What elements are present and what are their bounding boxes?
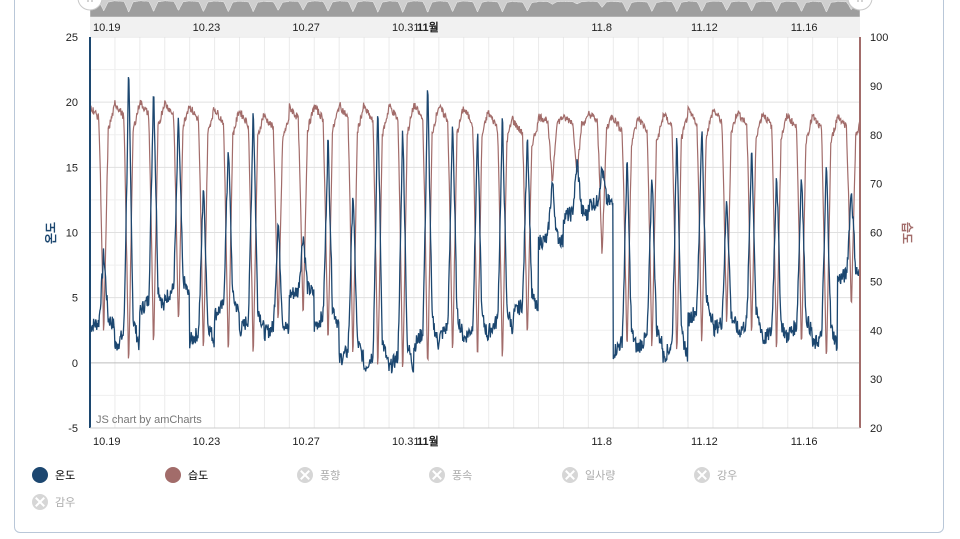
legend-item[interactable]: 감우 (32, 491, 75, 513)
y-axis-left-title: 온도 (43, 222, 58, 244)
y-axis-left-tick: 10 (66, 228, 78, 240)
scrollbar-preview-area (89, 0, 861, 18)
scrollbar-label-band (90, 17, 860, 36)
scrollbar-grip-right[interactable] (847, 0, 873, 11)
legend-item[interactable]: 온도 (32, 464, 75, 486)
legend-item[interactable]: 습도 (165, 464, 208, 486)
legend-item[interactable]: 강우 (694, 464, 737, 486)
chart-credit[interactable]: JS chart by amCharts (96, 414, 202, 426)
x-axis-tick: 11월 (417, 434, 439, 448)
scrollbar-tick: 10.23 (193, 22, 221, 34)
x-axis-tick: 10.19 (93, 436, 121, 448)
legend-item[interactable]: 풍향 (297, 464, 340, 486)
legend-label: 감우 (55, 497, 76, 509)
legend-label: 풍향 (320, 470, 341, 482)
y-axis-right-tick: 30 (870, 374, 882, 386)
y-axis-right-title: 습도 (900, 222, 914, 244)
y-axis-right-tick: 90 (870, 81, 882, 93)
series-line-temperature (89, 76, 861, 374)
y-axis-right-tick: 50 (870, 276, 882, 288)
scrollbar-tick: 11월 (417, 20, 439, 34)
y-axis-left-tick: -5 (68, 423, 78, 435)
legend-label: 습도 (188, 470, 209, 482)
y-axis-left-tick: 5 (72, 293, 78, 305)
legend-item[interactable]: 풍속 (429, 464, 472, 486)
x-axis-tick: 11.12 (691, 436, 718, 448)
scrollbar-tick: 11.12 (691, 22, 718, 34)
legend-marker (165, 467, 181, 483)
legend-label: 풍속 (452, 470, 473, 482)
legend-label: 일사량 (585, 470, 616, 482)
y-axis-left-tick: 25 (66, 32, 78, 44)
y-axis-left-tick: 15 (66, 162, 78, 174)
y-axis-right-tick: 20 (870, 423, 882, 435)
legend-marker (32, 467, 48, 483)
y-axis-right-tick: 70 (870, 179, 882, 191)
plot-series (89, 76, 861, 374)
legend-label: 온도 (55, 470, 76, 482)
legend-marker (694, 467, 710, 483)
y-axis-right-tick: 100 (870, 32, 888, 44)
scrollbar-tick: 11.8 (591, 22, 612, 34)
scrollbar-tick: 10.27 (292, 22, 320, 34)
legend-marker (562, 467, 578, 483)
y-axis-right-tick: 60 (870, 228, 882, 240)
scrollbar-tick: 10.19 (93, 22, 121, 34)
x-axis-tick: 11.8 (591, 436, 612, 448)
y-axis-left-tick: 20 (66, 97, 78, 109)
x-axis-tick: 11.16 (791, 436, 818, 448)
scrollbar-preview (89, 0, 861, 18)
legend-label: 강우 (717, 470, 738, 482)
legend-marker (297, 467, 313, 483)
x-axis-tick: 10.23 (193, 436, 221, 448)
legend-marker (32, 494, 48, 510)
legend-marker (429, 467, 445, 483)
plot-axes: -5 0 5 10 15 20 25 20 30 40 50 60 70 80 90 100 10.19 10.2… (66, 32, 889, 448)
y-axis-right-tick: 80 (870, 130, 882, 142)
scrollbar-tick: 10.31 (392, 22, 420, 34)
y-axis-right-tick: 40 (870, 325, 882, 337)
scrollbar-grip-left[interactable] (77, 0, 103, 11)
x-axis-tick: 10.27 (292, 436, 320, 448)
legend-item[interactable]: 일사량 (562, 464, 615, 486)
scrollbar-tick: 11.16 (791, 22, 818, 34)
x-axis-tick: 10.31 (392, 436, 420, 448)
y-axis-left-tick: 0 (72, 358, 78, 370)
